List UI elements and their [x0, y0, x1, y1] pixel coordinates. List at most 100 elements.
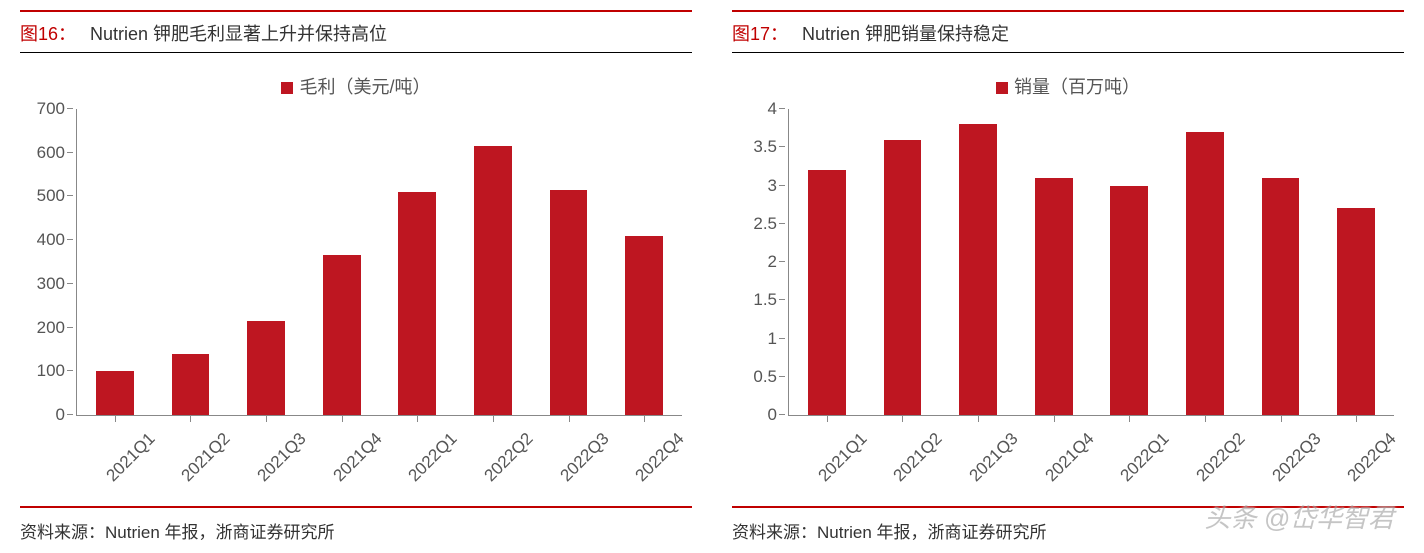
x-tick: [1356, 416, 1357, 422]
bar: [398, 192, 436, 415]
x-tick-label: 2022Q1: [1117, 429, 1174, 486]
left-source: 资料来源：Nutrien 年报，浙商证券研究所: [20, 506, 692, 543]
bar: [1337, 208, 1375, 415]
x-tick-label: 2022Q3: [556, 429, 613, 486]
y-tick: [67, 414, 73, 415]
bar: [625, 236, 663, 415]
x-tick-label: 2022Q1: [405, 429, 462, 486]
y-tick-label: 100: [37, 361, 65, 381]
y-tick: [67, 370, 73, 371]
bar: [1186, 132, 1224, 415]
y-tick-label: 0: [56, 405, 65, 425]
left-legend: 毛利（美元/吨）: [20, 73, 692, 99]
x-tick-label: 2021Q3: [966, 429, 1023, 486]
y-tick: [67, 108, 73, 109]
y-tick: [779, 146, 785, 147]
y-tick: [67, 239, 73, 240]
left-panel: 图16： Nutrien 钾肥毛利显著上升并保持高位 毛利（美元/吨） 0100…: [20, 10, 692, 543]
x-tick-label: 2021Q3: [254, 429, 311, 486]
x-tick-label: 2022Q2: [1192, 429, 1249, 486]
left-fig-num: 图16：: [20, 20, 76, 46]
x-tick: [417, 416, 418, 422]
x-tick: [644, 416, 645, 422]
y-tick-label: 0.5: [753, 367, 777, 387]
left-title-row: 图16： Nutrien 钾肥毛利显著上升并保持高位: [20, 10, 692, 53]
bar: [172, 354, 210, 415]
y-tick-label: 600: [37, 143, 65, 163]
y-tick-label: 2: [768, 252, 777, 272]
right-legend-swatch: [996, 82, 1008, 94]
bar: [323, 255, 361, 415]
left-chart-wrap: 01002003004005006007002021Q12021Q22021Q3…: [20, 109, 692, 506]
y-tick: [779, 223, 785, 224]
left-legend-swatch: [281, 82, 293, 94]
right-fig-title: Nutrien 钾肥销量保持稳定: [802, 20, 1009, 46]
x-tick: [1129, 416, 1130, 422]
x-tick: [342, 416, 343, 422]
y-tick-label: 0: [768, 405, 777, 425]
x-tick: [1281, 416, 1282, 422]
right-fig-num: 图17：: [732, 20, 788, 46]
right-source: 资料来源：Nutrien 年报，浙商证券研究所: [732, 506, 1404, 543]
y-tick: [67, 327, 73, 328]
x-tick: [978, 416, 979, 422]
bar: [247, 321, 285, 415]
x-tick: [115, 416, 116, 422]
left-legend-label: 毛利（美元/吨）: [299, 77, 430, 97]
bar: [1110, 186, 1148, 416]
bar: [959, 124, 997, 415]
bar: [96, 371, 134, 415]
y-tick-label: 4: [768, 99, 777, 119]
x-tick-label: 2022Q3: [1268, 429, 1325, 486]
x-tick-label: 2021Q4: [1041, 429, 1098, 486]
x-tick-label: 2021Q4: [329, 429, 386, 486]
bar: [550, 190, 588, 415]
y-tick-label: 500: [37, 186, 65, 206]
y-tick-label: 3.5: [753, 137, 777, 157]
y-tick-label: 400: [37, 230, 65, 250]
y-tick: [779, 414, 785, 415]
y-tick-label: 1: [768, 329, 777, 349]
x-tick-label: 2021Q1: [102, 429, 159, 486]
bar: [808, 170, 846, 415]
x-tick: [266, 416, 267, 422]
right-title-row: 图17： Nutrien 钾肥销量保持稳定: [732, 10, 1404, 53]
y-tick: [67, 283, 73, 284]
y-tick-label: 300: [37, 274, 65, 294]
x-tick: [1205, 416, 1206, 422]
y-tick: [779, 376, 785, 377]
y-tick: [779, 261, 785, 262]
x-tick-label: 2022Q4: [1344, 429, 1401, 486]
x-tick: [1054, 416, 1055, 422]
x-tick-label: 2021Q2: [890, 429, 947, 486]
bar: [1035, 178, 1073, 415]
x-tick: [902, 416, 903, 422]
right-legend: 销量（百万吨）: [732, 73, 1404, 99]
y-tick: [67, 152, 73, 153]
x-tick-label: 2022Q4: [632, 429, 689, 486]
right-panel: 图17： Nutrien 钾肥销量保持稳定 销量（百万吨） 00.511.522…: [732, 10, 1404, 543]
bar: [884, 140, 922, 415]
right-chart: 00.511.522.533.542021Q12021Q22021Q32021Q…: [788, 109, 1394, 416]
y-tick-label: 1.5: [753, 290, 777, 310]
bar: [474, 146, 512, 415]
left-fig-title: Nutrien 钾肥毛利显著上升并保持高位: [90, 20, 387, 46]
y-tick: [779, 299, 785, 300]
bar: [1262, 178, 1300, 415]
y-tick: [67, 195, 73, 196]
y-tick-label: 2.5: [753, 214, 777, 234]
y-tick: [779, 108, 785, 109]
x-tick: [190, 416, 191, 422]
y-tick: [779, 338, 785, 339]
x-tick-label: 2022Q2: [480, 429, 537, 486]
y-tick: [779, 185, 785, 186]
right-legend-label: 销量（百万吨）: [1014, 77, 1140, 97]
y-tick-label: 700: [37, 99, 65, 119]
y-tick-label: 200: [37, 318, 65, 338]
right-chart-wrap: 00.511.522.533.542021Q12021Q22021Q32021Q…: [732, 109, 1404, 506]
x-tick-label: 2021Q2: [178, 429, 235, 486]
left-chart: 01002003004005006007002021Q12021Q22021Q3…: [76, 109, 682, 416]
x-tick: [569, 416, 570, 422]
y-tick-label: 3: [768, 176, 777, 196]
x-tick-label: 2021Q1: [814, 429, 871, 486]
